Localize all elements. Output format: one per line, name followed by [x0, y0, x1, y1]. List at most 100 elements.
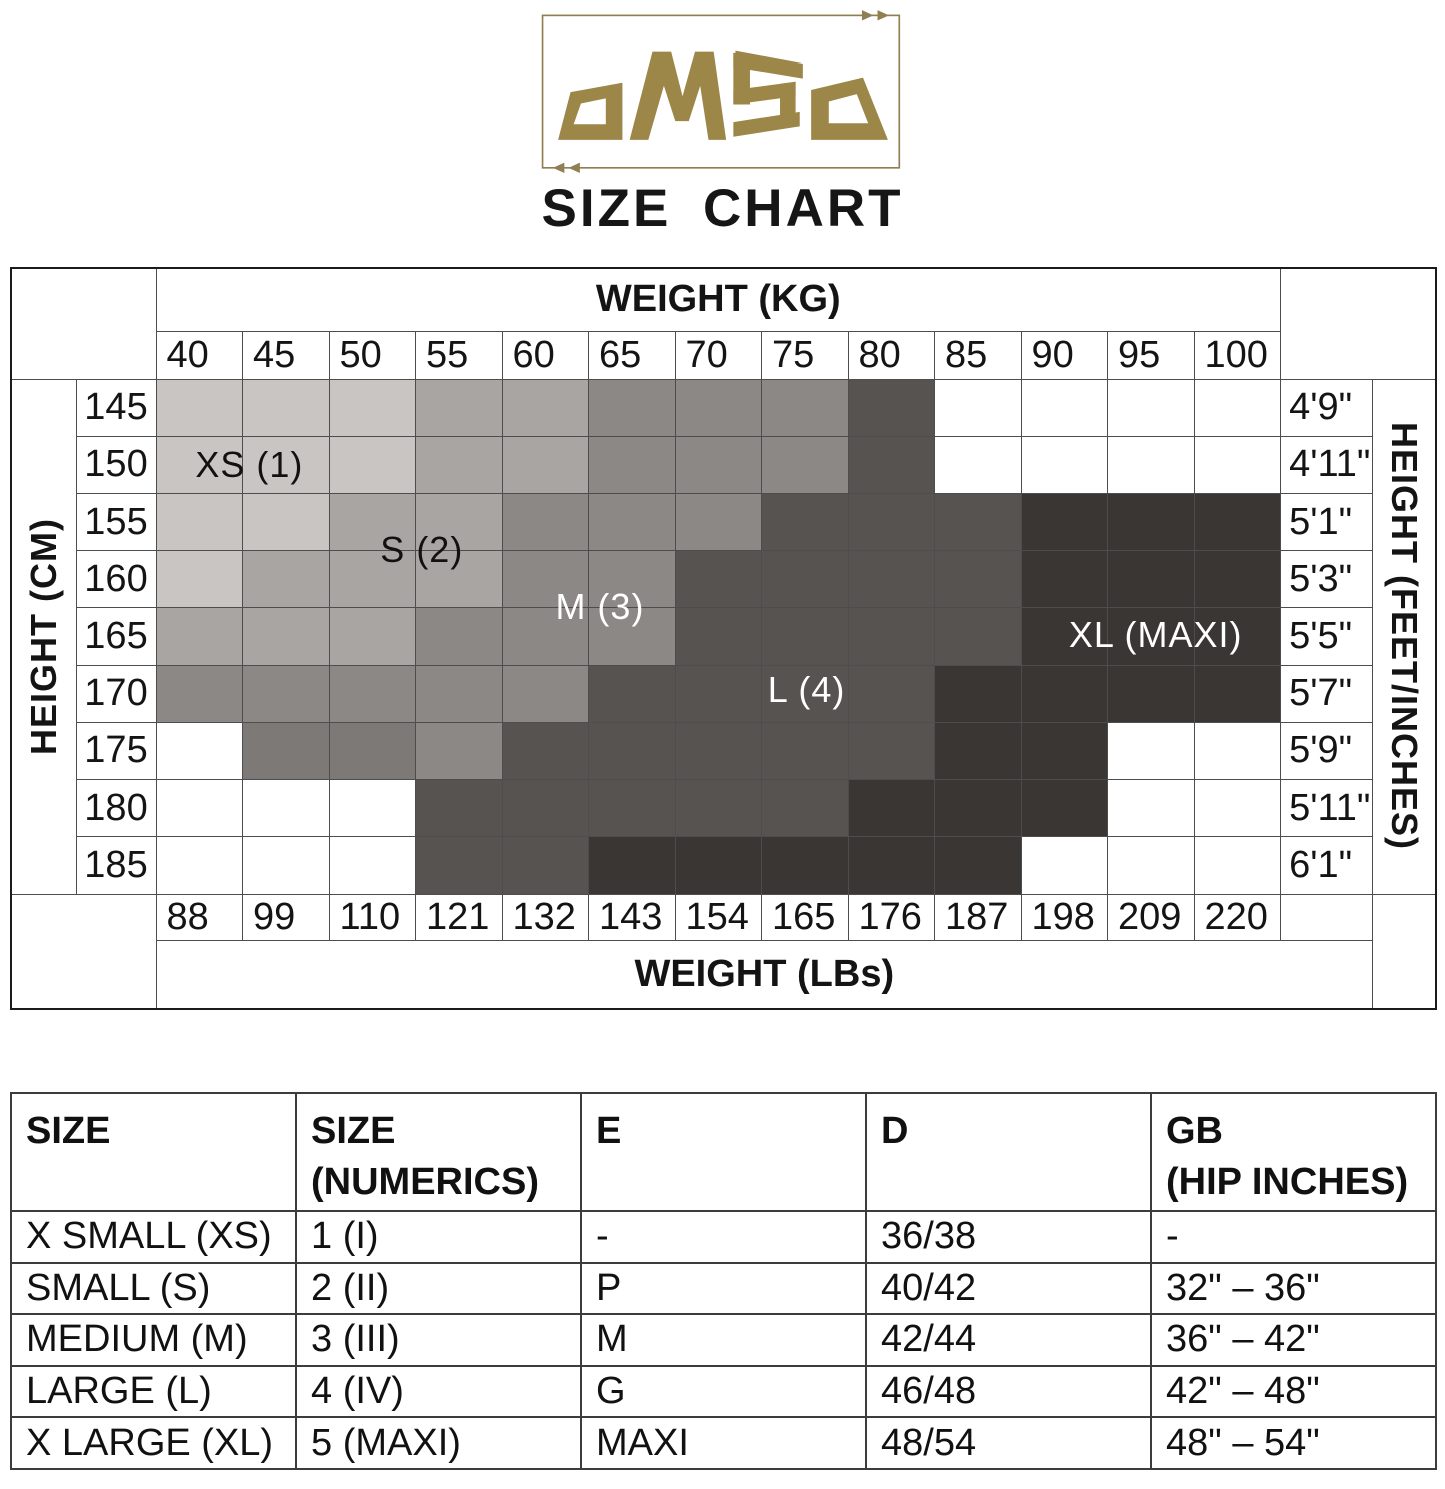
grid-data-row: 170 5'7" [11, 664, 1436, 723]
grid-cell [761, 836, 849, 895]
height-feet-header: HEIGHT (FEET/INCHES) [1372, 378, 1437, 895]
logo-arrow-right-icon [861, 10, 889, 21]
lbs-tick: 121 [415, 893, 503, 941]
kg-tick: 50 [328, 330, 416, 380]
grid-data-row: 165 5'5" [11, 607, 1436, 666]
size-table-header-cell: SIZE [10, 1092, 297, 1212]
kg-tick: 70 [674, 330, 762, 380]
grid-cell [934, 778, 1022, 838]
grid-cell [242, 492, 330, 552]
feet-tick: 4'11" [1280, 435, 1374, 494]
size-table-cell: 40/42 [865, 1261, 1152, 1316]
grid-cell [761, 435, 849, 494]
grid-cell [1193, 492, 1282, 552]
lbs-tick: 154 [674, 893, 762, 941]
grid-cell [1020, 492, 1108, 552]
grid-data-row: HEIGHT (CM) 145 4'9" HEIGHT (FEET/INCHES) [10, 378, 1437, 895]
size-table-cell: 4 (IV) [295, 1364, 582, 1419]
grid-cell [934, 550, 1022, 609]
cm-tick: 170 [75, 664, 157, 723]
lbs-tick: 99 [242, 893, 330, 941]
zone-label: XL (MAXI) [1068, 613, 1243, 655]
grid-cell [1193, 721, 1282, 780]
grid-cell [1107, 378, 1195, 437]
lbs-tick: 110 [328, 893, 416, 941]
lbs-tick: 143 [588, 893, 676, 941]
lbs-tick: 220 [1193, 893, 1282, 941]
grid-cell [761, 550, 849, 609]
grid-corner-top-right [1280, 267, 1437, 380]
grid-cell [761, 607, 849, 666]
size-table-cell: - [580, 1210, 867, 1264]
grid-cell [761, 378, 849, 437]
grid-cell [415, 435, 503, 494]
cm-tick: 155 [75, 492, 157, 552]
feet-tick: 5'9" [1280, 721, 1374, 780]
grid-cell [242, 435, 330, 494]
size-table-header-cell: E [580, 1092, 867, 1212]
grid-cell [415, 836, 503, 895]
grid-cell [155, 721, 243, 780]
grid-cell [1107, 607, 1195, 666]
feet-tick: 5'3" [1280, 550, 1374, 609]
grid-corner-bottom-right [1372, 893, 1437, 1010]
table-row: SMALL (S) 2 (II) P 40/42 32" – 36" [10, 1261, 1437, 1316]
grid-cell [674, 607, 762, 666]
height-cm-label: HEIGHT (CM) [22, 518, 64, 755]
grid-cell [674, 721, 762, 780]
grid-cell [415, 778, 503, 838]
kg-tick: 40 [155, 330, 243, 380]
lbs-tick: 187 [934, 893, 1022, 941]
grid-cell [415, 721, 503, 780]
size-table-cell: 36/38 [865, 1210, 1152, 1264]
grid-cell [1107, 721, 1195, 780]
grid-cell [155, 607, 243, 666]
lbs-tick: 132 [501, 893, 589, 941]
size-table-cell: 1 (I) [295, 1210, 582, 1264]
grid-header-row: WEIGHT (KG) [10, 267, 1437, 380]
feet-tick: 5'11" [1280, 778, 1374, 838]
grid-cell [674, 492, 762, 552]
grid-cell [1020, 664, 1108, 723]
grid-cell [934, 607, 1022, 666]
grid-cell [847, 435, 935, 494]
lbs-tick: 88 [155, 893, 243, 941]
grid-cell [328, 492, 416, 552]
grid-cell [242, 378, 330, 437]
zone-label: XS (1) [195, 443, 304, 485]
grid-cell [1193, 378, 1282, 437]
feet-tick: 5'1" [1280, 492, 1374, 552]
size-table-cell: 46/48 [865, 1364, 1152, 1419]
size-table-cell: 42" – 48" [1150, 1364, 1437, 1419]
grid-cell [934, 664, 1022, 723]
grid-cell [501, 607, 589, 666]
grid-cell [501, 836, 589, 895]
size-table-head: SIZE SIZE (NUMERICS) E D GB (HIP INCHES) [10, 1092, 1437, 1212]
cm-tick: 145 [75, 378, 157, 437]
kg-tick: 90 [1020, 330, 1108, 380]
kg-tick: 45 [242, 330, 330, 380]
grid-cell [1020, 607, 1108, 666]
kg-ticks-row: 40 45 50 55 60 65 70 75 80 85 90 95 100 [11, 330, 1436, 380]
omsa-logo: OMSA [537, 5, 909, 173]
size-table-cell: X SMALL (XS) [10, 1210, 297, 1264]
kg-tick: 55 [415, 330, 503, 380]
grid-cell [328, 550, 416, 609]
grid-cell [847, 778, 935, 838]
grid-cell [934, 435, 1022, 494]
grid-cell [588, 836, 676, 895]
kg-tick: 65 [588, 330, 676, 380]
grid-cell [1107, 435, 1195, 494]
cm-tick: 150 [75, 435, 157, 494]
grid-cell [328, 664, 416, 723]
feet-tick: 6'1" [1280, 836, 1374, 895]
grid-data-row: 160 5'3" [11, 550, 1436, 609]
grid-body: WEIGHT (KG) 40 45 50 55 60 65 70 75 80 85 90 95 100 HE… [10, 267, 1437, 1010]
grid-cell [155, 550, 243, 609]
grid-cell [674, 550, 762, 609]
grid-cell [1193, 607, 1282, 666]
grid-cell [1020, 550, 1108, 609]
grid-cell [328, 435, 416, 494]
grid-cell [674, 778, 762, 838]
lbs-ticks-row: 88 99 110 121 132 143 154 165 176 187 198 209 220 [10, 893, 1437, 1010]
